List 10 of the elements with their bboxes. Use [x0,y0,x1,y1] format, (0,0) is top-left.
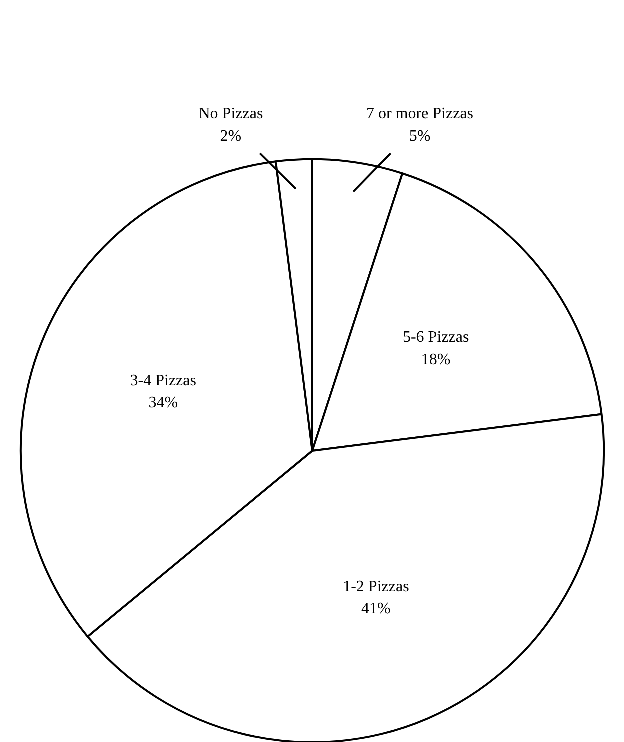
data-label: 2% [220,128,242,145]
slice-label: No Pizzas [198,106,264,123]
data-label: 18% [421,351,451,368]
slice-label: 1-2 Pizzas [343,578,410,596]
data-label: 34% [148,394,178,412]
slice-label: 5-6 Pizzas [402,329,470,346]
slice-label: 7 or more Pizzas [366,106,474,123]
data-label: 5% [409,128,431,145]
data-label: 41% [362,600,391,618]
slice-label: 3-4 Pizzas [130,372,196,390]
